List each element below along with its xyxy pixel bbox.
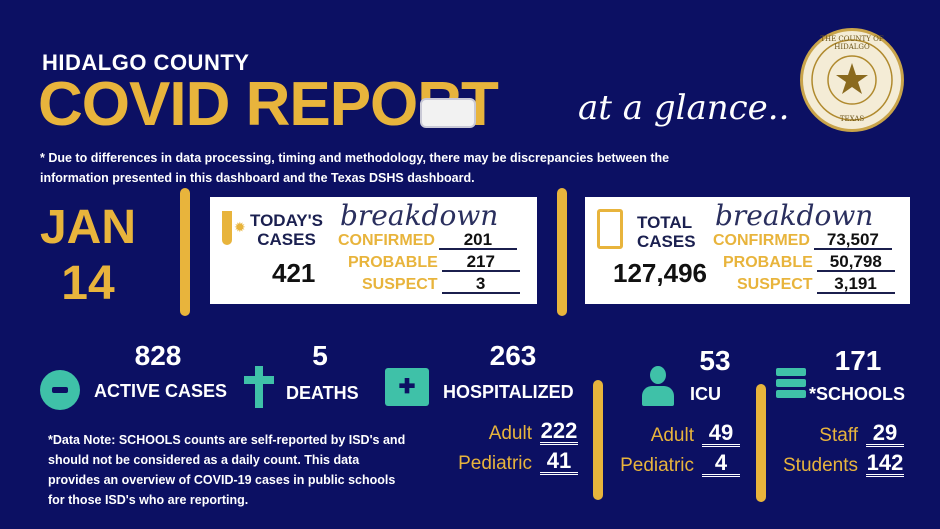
probable-value: 50,798 (816, 253, 895, 272)
students-value: 142 (866, 450, 904, 477)
hosp-pediatric-value: 41 (540, 450, 578, 475)
date-day: 14 (61, 257, 115, 310)
schools-value: 171 (834, 345, 882, 376)
deaths-label: DEATHS (286, 383, 359, 403)
probable-value: 217 (441, 253, 520, 272)
hosp-pediatric-label: Pediatric (458, 453, 532, 474)
todays-total: 421 (272, 258, 316, 288)
cases-label: CASES (257, 230, 316, 249)
doctor-icon (640, 366, 676, 406)
total-label: TOTAL (637, 213, 693, 232)
suspect-value: 3 (441, 275, 520, 294)
total-cases-value: 127,496 (613, 258, 707, 288)
seal-graphic (811, 39, 893, 121)
todays-cases-card: ✹ TODAY'S CASES breakdown 421 CONFIRMED 2… (210, 197, 537, 304)
divider (593, 380, 603, 500)
breakdown-script: breakdown (715, 199, 874, 232)
hosp-adult-label: Adult (488, 423, 532, 444)
hosp-adult-value: 222 (540, 418, 578, 445)
active-cases-label: ACTIVE CASES (94, 381, 228, 401)
tagline: at a glance.. (578, 88, 790, 128)
icu-adult-value: 49 (702, 422, 740, 447)
seal-state: TEXAS (839, 115, 865, 123)
confirmed-label: CONFIRMED (338, 232, 435, 249)
breakdown-script: breakdown (340, 199, 499, 232)
divider (756, 384, 766, 502)
todays-label: TODAY'S (250, 211, 324, 230)
disclaimer: * Due to differences in data processing,… (40, 151, 670, 185)
suspect-label: SUSPECT (737, 276, 813, 293)
deaths-value: 5 (312, 340, 328, 371)
hospitalized-label: HOSPITALIZED (443, 382, 574, 402)
probable-label: PROBABLE (348, 254, 438, 271)
staff-label: Staff (819, 425, 858, 446)
schools-label: *SCHOOLS (809, 384, 906, 404)
books-icon (776, 368, 806, 406)
suspect-label: SUSPECT (362, 276, 438, 293)
divider (557, 188, 567, 316)
mask-icon (420, 98, 476, 128)
confirmed-value: 201 (438, 231, 517, 250)
county-heading: HIDALGO COUNTY (42, 50, 250, 75)
hospital-icon: ✚ (385, 368, 429, 406)
date-month: JAN (39, 201, 137, 254)
confirmed-value: 73,507 (813, 231, 892, 250)
active-cases-value: 828 (134, 340, 182, 371)
icu-value: 53 (699, 345, 731, 376)
icu-label: ICU (690, 384, 721, 404)
divider (180, 188, 190, 316)
seal-text: THE COUNTY OF HIDALGO (820, 35, 884, 51)
clipboard-icon (597, 209, 623, 249)
virus-icon: ✹ (234, 219, 246, 235)
students-label: Students (783, 455, 858, 476)
hospitalized-value: 263 (489, 340, 537, 371)
staff-value: 29 (866, 422, 904, 447)
minus-circle-icon (40, 370, 80, 410)
report-date: JAN 14 (38, 200, 138, 312)
suspect-value: 3,191 (816, 275, 895, 294)
data-note: *Data Note: SCHOOLS counts are self-repo… (48, 433, 406, 507)
probable-label: PROBABLE (723, 254, 813, 271)
cross-icon (244, 366, 274, 408)
cases-label: CASES (637, 232, 696, 251)
icu-pediatric-label: Pediatric (620, 455, 694, 476)
icu-adult-label: Adult (650, 425, 694, 446)
county-seal: THE COUNTY OF HIDALGO TEXAS (800, 28, 904, 132)
total-cases-card: TOTAL CASES breakdown 127,496 CONFIRMED 7… (585, 197, 910, 304)
icu-pediatric-value: 4 (702, 452, 740, 477)
test-tube-icon (222, 211, 232, 245)
confirmed-label: CONFIRMED (713, 232, 810, 249)
